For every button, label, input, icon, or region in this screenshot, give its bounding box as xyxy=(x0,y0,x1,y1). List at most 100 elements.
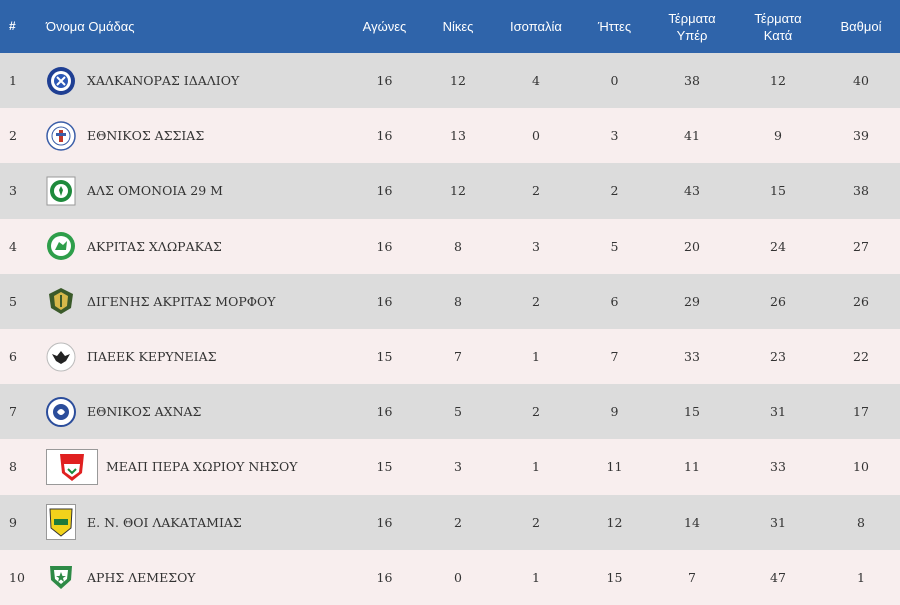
team-cell: ΔΙΓΕΝΗΣ ΑΚΡΙΤΑΣ ΜΟΡΦΟΥ xyxy=(43,274,346,329)
losses-cell: 3 xyxy=(610,128,619,144)
header-draws: Ισοπαλία xyxy=(510,19,562,34)
team-name[interactable]: ΕΘΝΙΚΟΣ ΑΧΝΑΣ xyxy=(87,404,202,420)
played-cell: 15 xyxy=(376,349,393,365)
played-cell: 16 xyxy=(376,293,393,309)
team-name[interactable]: ΜΕΑΠ ΠΕΡΑ ΧΩΡΙΟΥ ΝΗΣΟΥ xyxy=(106,459,298,475)
draws-cell: 3 xyxy=(532,238,540,254)
draws-cell: 1 xyxy=(532,569,540,585)
team-cell: ΕΘΝΙΚΟΣ ΑΣΣΙΑΣ xyxy=(43,108,346,163)
team-name[interactable]: Ε. Ν. ΘΟΙ ΛΑΚΑΤΑΜΙΑΣ xyxy=(87,514,242,530)
wins-cell: 12 xyxy=(450,183,466,199)
goals-against-cell: 31 xyxy=(770,404,786,420)
goals-for-cell: 33 xyxy=(684,349,700,365)
played-cell: 16 xyxy=(376,514,393,530)
goals-for-cell: 41 xyxy=(684,128,700,144)
rank-cell: 7 xyxy=(9,404,17,420)
points-cell: 39 xyxy=(853,128,869,144)
goals-for-cell: 15 xyxy=(684,404,700,420)
rank-cell: 6 xyxy=(9,349,17,365)
goals-against-cell: 12 xyxy=(770,73,786,89)
goals-against-cell: 47 xyxy=(770,569,786,585)
rank-cell: 4 xyxy=(9,238,17,254)
wins-cell: 8 xyxy=(454,293,462,309)
rank-cell: 8 xyxy=(9,459,17,475)
header-goals-against: Τέρματα Κατά xyxy=(734,0,822,53)
losses-cell: 6 xyxy=(610,293,619,309)
goals-for-cell: 11 xyxy=(684,459,700,475)
chalkanoras-crest-icon xyxy=(46,66,76,96)
losses-cell: 9 xyxy=(610,404,619,420)
header-points: Βαθμοί xyxy=(840,19,882,34)
draws-cell: 1 xyxy=(532,349,540,365)
team-cell: ΑΚΡΙΤΑΣ ΧΛΩΡΑΚΑΣ xyxy=(43,219,346,274)
header-losses: Ήττες xyxy=(597,19,632,34)
played-cell: 16 xyxy=(376,569,393,585)
wins-cell: 0 xyxy=(454,569,462,585)
rank-cell: 9 xyxy=(9,514,17,530)
akritas-chlorakas-crest-icon xyxy=(46,231,76,261)
table-row: 1 ΧΑΛΚΑΝΟΡΑΣ ΙΔΑΛΙΟΥ 16 12 4 0 38 12 40 xyxy=(0,53,900,109)
table-header-row: # Όνομα Ομάδας Αγώνες Νίκες Ισοπαλία Ήττ… xyxy=(0,0,900,53)
draws-cell: 2 xyxy=(532,293,540,309)
goals-against-cell: 23 xyxy=(770,349,786,365)
played-cell: 16 xyxy=(376,73,393,89)
wins-cell: 8 xyxy=(454,238,462,254)
table-row: 4 ΑΚΡΙΤΑΣ ΧΛΩΡΑΚΑΣ 16 8 3 5 20 24 27 xyxy=(0,218,900,274)
played-cell: 16 xyxy=(376,183,393,199)
rank-cell: 2 xyxy=(9,128,17,144)
losses-cell: 5 xyxy=(610,238,619,254)
goals-for-cell: 38 xyxy=(684,73,700,89)
played-cell: 16 xyxy=(376,404,393,420)
points-cell: 10 xyxy=(853,459,869,475)
goals-against-cell: 33 xyxy=(770,459,786,475)
team-name[interactable]: ΔΙΓΕΝΗΣ ΑΚΡΙΤΑΣ ΜΟΡΦΟΥ xyxy=(87,293,276,309)
header-wins: Νίκες xyxy=(442,19,474,34)
omonoia-crest-icon xyxy=(46,176,76,206)
points-cell: 1 xyxy=(857,569,865,585)
team-cell: Ε. Ν. ΘΟΙ ΛΑΚΑΤΑΜΙΑΣ xyxy=(43,495,346,550)
team-cell: ΜΕΑΠ ΠΕΡΑ ΧΩΡΙΟΥ ΝΗΣΟΥ xyxy=(43,439,346,494)
team-name[interactable]: ΧΑΛΚΑΝΟΡΑΣ ΙΔΑΛΙΟΥ xyxy=(87,73,240,89)
team-name[interactable]: ΠΑΕΕΚ ΚΕΡΥΝΕΙΑΣ xyxy=(87,349,217,365)
wins-cell: 12 xyxy=(450,73,466,89)
points-cell: 40 xyxy=(853,73,869,89)
ethnikos-assias-crest-icon xyxy=(46,121,76,151)
points-cell: 17 xyxy=(853,404,869,420)
goals-for-cell: 43 xyxy=(684,183,700,199)
goals-against-cell: 9 xyxy=(774,128,782,144)
wins-cell: 5 xyxy=(454,404,462,420)
aris-limassol-crest-icon xyxy=(46,562,76,592)
table-row: 6 ΠΑΕΕΚ ΚΕΡΥΝΕΙΑΣ 15 7 1 7 33 23 22 xyxy=(0,328,900,385)
thoi-crest-icon xyxy=(46,504,76,541)
team-cell: ΑΡΗΣ ΛΕΜΕΣΟΥ xyxy=(43,550,346,605)
digenis-morfou-crest-icon xyxy=(46,286,76,316)
draws-cell: 0 xyxy=(532,128,540,144)
table-row: 9 Ε. Ν. ΘΟΙ ΛΑΚΑΤΑΜΙΑΣ 16 2 2 12 14 31 8 xyxy=(0,494,900,550)
team-cell: ΠΑΕΕΚ ΚΕΡΥΝΕΙΑΣ xyxy=(43,329,346,384)
header-team: Όνομα Ομάδας xyxy=(46,19,135,34)
rank-cell: 5 xyxy=(9,293,17,309)
wins-cell: 3 xyxy=(454,459,462,475)
ethnikos-achnas-crest-icon xyxy=(46,396,76,427)
header-goals-for-line2: Υπέρ xyxy=(676,27,708,43)
team-name[interactable]: ΑΡΗΣ ΛΕΜΕΣΟΥ xyxy=(87,569,196,585)
points-cell: 8 xyxy=(857,514,865,530)
goals-against-cell: 24 xyxy=(770,238,786,254)
team-name[interactable]: ΑΚΡΙΤΑΣ ΧΛΩΡΑΚΑΣ xyxy=(87,238,222,254)
rank-cell: 10 xyxy=(9,569,25,585)
team-cell: ΧΑΛΚΑΝΟΡΑΣ ΙΔΑΛΙΟΥ xyxy=(43,53,346,108)
points-cell: 27 xyxy=(853,238,869,254)
losses-cell: 2 xyxy=(610,183,619,199)
team-name[interactable]: ΑΛΣ ΟΜΟΝΟΙΑ 29 Μ xyxy=(87,183,223,199)
goals-for-cell: 29 xyxy=(684,293,700,309)
header-played: Αγώνες xyxy=(362,19,407,34)
wins-cell: 7 xyxy=(454,349,462,365)
goals-against-cell: 31 xyxy=(770,514,786,530)
table-row: 10 ΑΡΗΣ ΛΕΜΕΣΟΥ 16 0 1 15 7 47 1 xyxy=(0,549,900,605)
table-row: 3 ΑΛΣ ΟΜΟΝΟΙΑ 29 Μ 16 12 2 2 43 15 38 xyxy=(0,163,900,219)
rank-cell: 3 xyxy=(9,183,17,199)
team-name[interactable]: ΕΘΝΙΚΟΣ ΑΣΣΙΑΣ xyxy=(87,128,205,144)
wins-cell: 2 xyxy=(454,514,462,530)
goals-for-cell: 20 xyxy=(684,238,700,254)
